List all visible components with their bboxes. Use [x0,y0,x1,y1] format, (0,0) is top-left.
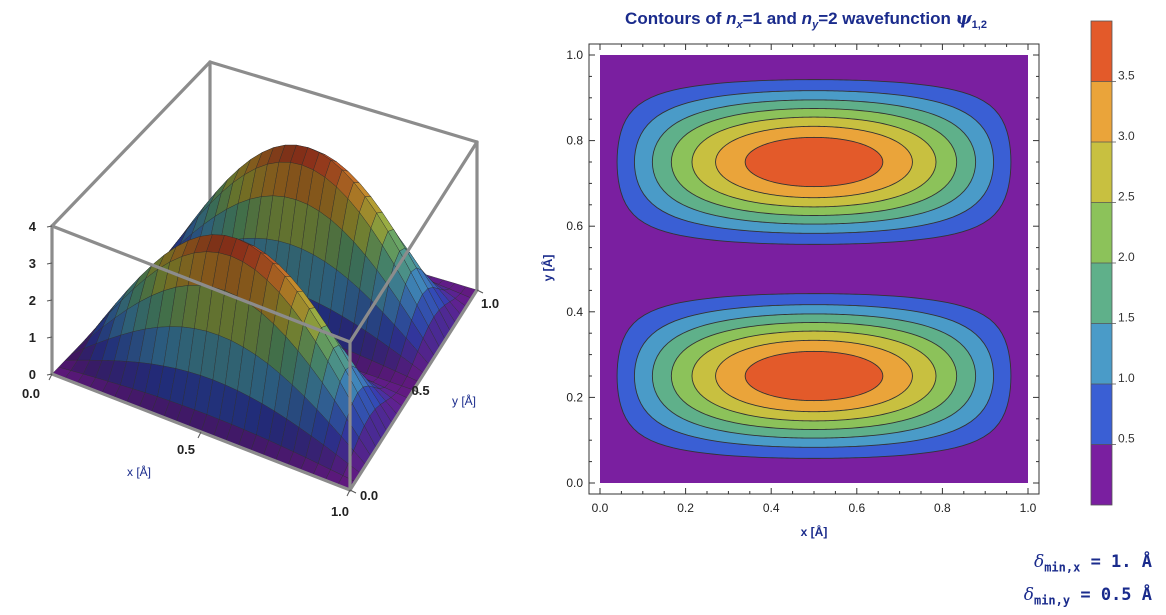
colorbar-label: 2.5 [1118,190,1135,204]
y-tick-label: 0.4 [566,305,583,319]
box-edge [208,60,479,144]
box-edge [50,224,352,344]
colorbar-label: 3.5 [1118,69,1135,83]
z-tick-label: 1 [29,330,36,345]
colorbar-band [1091,142,1112,203]
surface-axis-ticks: 0 1 2 3 4 0.0 0.5 1.0 0.0 0.5 1.0 [22,219,499,519]
surface-y-tick-label: 0.0 [360,488,378,503]
contour-level-3.5-peak-1 [744,350,884,402]
z-tick-mark [46,299,53,302]
box-edge [348,140,479,344]
colorbar-band [1091,81,1112,142]
x-tick-label: 0.6 [848,501,865,515]
box-edge [50,60,212,228]
colorbar-band [1091,444,1112,505]
colorbar-band [1091,263,1112,324]
colorbar-label: 3.0 [1118,129,1135,143]
colorbar-band [1091,202,1112,263]
colorbar: 0.5 1.0 1.5 2.0 2.5 3.0 3.5 [1090,20,1135,506]
z-tick-mark [46,262,53,265]
z-tick-label: 4 [29,219,37,234]
y-tick-mark [476,289,484,294]
x-tick-mark [346,489,351,497]
z-tick-label: 2 [29,293,36,308]
colorbar-band [1091,323,1112,384]
contour-title: Contours of nx=1 and ny=2 wavefunction ψ… [625,9,987,31]
delta-min-y: δmin,y = 0.5 Å [1023,585,1152,608]
y-tick-label: 0.2 [566,390,583,404]
contour-plot: Contours of nx=1 and ny=2 wavefunction ψ… [540,9,1135,539]
surface-x-axis-label: x [Å] [127,464,151,479]
z-tick-label: 0 [29,367,36,382]
bounding-box-back [50,60,479,292]
surface-y-tick-label: 1.0 [481,296,499,311]
contour-axis-ticks: 0.0 0.2 0.4 0.6 0.8 1.0 0.0 0.2 0.4 0.6 0.8 1.0 [566,44,1039,515]
x-tick-label: 0.2 [677,501,694,515]
y-tick-mark [413,389,420,394]
resolution-info: δmin,x = 1. Å δmin,y = 0.5 Å [1024,548,1152,615]
x-tick-label: 0.0 [592,501,609,515]
y-tick-label: 0.8 [566,134,583,148]
y-tick-label: 0.0 [566,476,583,490]
colorbar-label: 1.0 [1118,371,1135,385]
y-tick-label: 1.0 [566,48,583,62]
contour-level-3.5-peak-2 [744,136,884,188]
surface-plot-3d: 0 1 2 3 4 0.0 0.5 1.0 0.0 0.5 1.0 x [Å] y [Å] [22,60,499,519]
z-tick-mark [46,225,53,228]
surface-x-tick-label: 0.5 [177,442,195,457]
z-tick-label: 3 [29,256,36,271]
x-tick-label: 0.8 [934,501,951,515]
contour-x-axis-label: x [Å] [801,524,828,539]
y-tick-mark [349,489,357,494]
y-tick-label: 0.6 [566,219,583,233]
colorbar-label: 0.5 [1118,432,1135,446]
surface-x-tick-label: 1.0 [331,504,349,519]
surface-x-tick-label: 0.0 [22,386,40,401]
z-tick-mark [46,336,53,339]
colorbar-label: 2.0 [1118,250,1135,264]
surface-y-axis-label: y [Å] [452,393,476,408]
colorbar-label: 1.5 [1118,311,1135,325]
surface-mesh [51,144,478,491]
delta-min-x: δmin,x = 1. Å [1033,552,1152,575]
x-tick-mark [48,373,53,381]
contour-y-axis-label: y [Å] [540,255,555,282]
x-tick-label: 1.0 [1020,501,1037,515]
surface-y-tick-label: 0.5 [412,383,430,398]
z-tick-mark [46,373,53,376]
x-tick-label: 0.4 [763,501,780,515]
colorbar-band [1091,384,1112,445]
colorbar-band [1091,21,1112,82]
x-tick-mark [197,431,202,439]
contour-fills [616,79,1012,459]
